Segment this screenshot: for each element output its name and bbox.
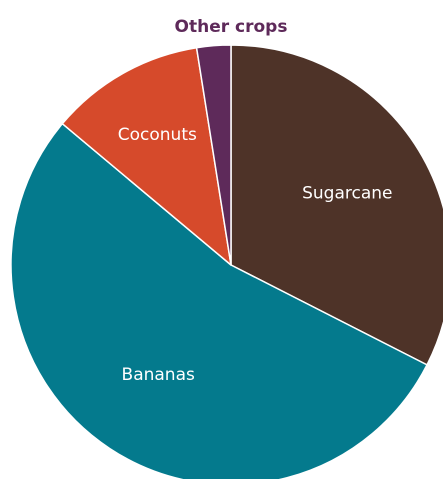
- pie-labels: Sugarcane Bananas Coconuts Other crops: [118, 17, 393, 385]
- pie-label-bananas: Bananas: [122, 365, 195, 385]
- pie-label-coconuts: Coconuts: [118, 125, 197, 145]
- pie-slices: [10, 44, 443, 479]
- pie-label-other-crops: Other crops: [175, 17, 288, 37]
- pie-slice-coconuts: [61, 46, 232, 266]
- pie-slice-bananas: [10, 122, 428, 479]
- pie-slice-other-crops: [195, 44, 232, 266]
- pie-label-sugarcane: Sugarcane: [302, 184, 392, 204]
- pie-slice-sugarcane: [230, 44, 443, 366]
